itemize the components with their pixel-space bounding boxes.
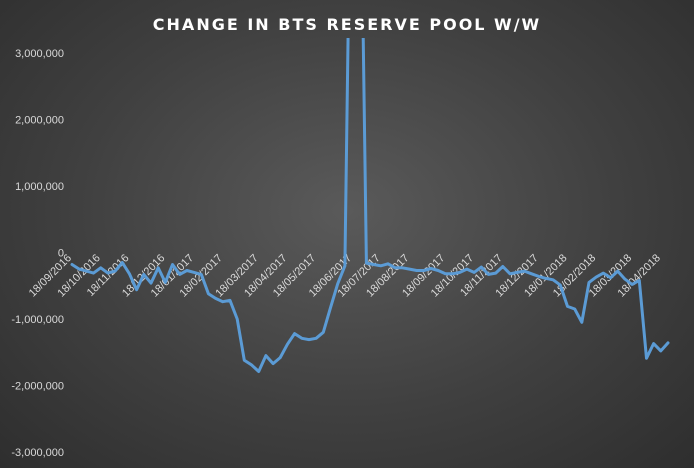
y-tick-label: 2,000,000 bbox=[15, 115, 64, 127]
y-tick-label: -1,000,000 bbox=[11, 314, 64, 326]
y-axis: -3,000,000 -2,000,000 -1,000,000 0 1,000,000… bbox=[11, 48, 64, 459]
y-tick-label: 1,000,000 bbox=[15, 181, 64, 193]
y-tick-label: -2,000,000 bbox=[11, 381, 64, 393]
chart-title: CHANGE IN BTS RESERVE POOL W/W bbox=[153, 15, 541, 34]
y-tick-label: 3,000,000 bbox=[15, 48, 64, 60]
y-tick-label: 0 bbox=[58, 248, 64, 260]
series-line bbox=[70, 38, 670, 373]
series-layer bbox=[70, 38, 670, 373]
y-tick-label: -3,000,000 bbox=[11, 447, 64, 459]
